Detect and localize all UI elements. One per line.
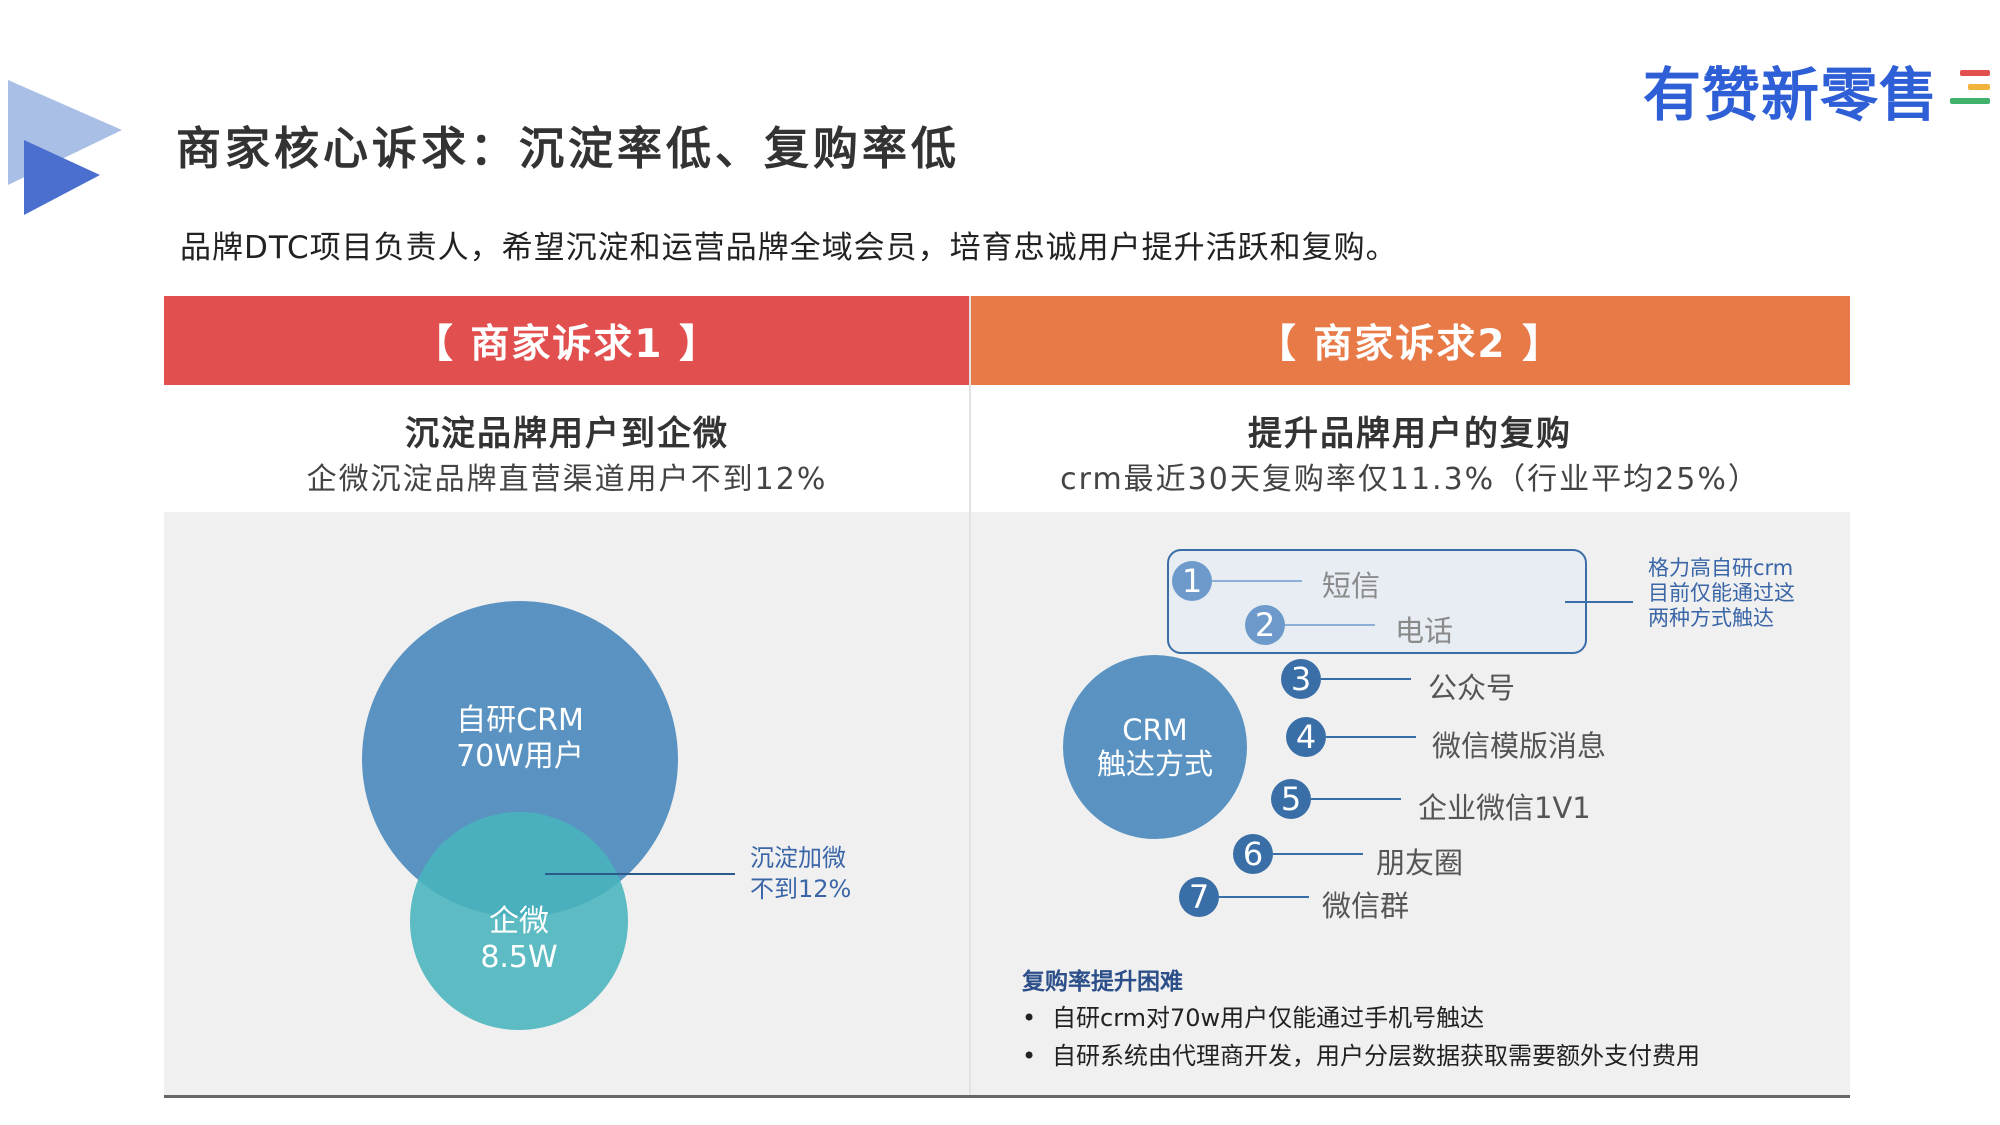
channel-number: 4 [1286, 717, 1326, 757]
demand-2-description: crm最近30天复购率仅11.3%（行业平均25%） [1060, 462, 1760, 497]
channel-label-phone: 电话 [1395, 614, 1454, 648]
channel-connector [1212, 580, 1302, 582]
channel-label-wechat-group: 微信群 [1322, 889, 1410, 923]
channel-connector [1321, 678, 1411, 680]
channel-number: 7 [1179, 877, 1219, 917]
group-box-callout-note: 格力高自研crm 目前仅能通过这 两种方式触达 [1648, 556, 1795, 630]
channel-number: 2 [1245, 605, 1285, 645]
sms-phone-group-box [1167, 549, 1587, 654]
demand-2-header: 【 商家诉求2 】 [970, 296, 1850, 385]
difficulty-item: 自研crm对70w用户仅能通过手机号触达 [1022, 998, 1484, 1033]
difficulty-item: 自研系统由代理商开发，用户分层数据获取需要额外支付费用 [1022, 1036, 1700, 1071]
venn-callout-line [545, 873, 735, 875]
page-subtitle: 品牌DTC项目负责人，希望沉淀和运营品牌全域会员，培育忠诚用户提升活跃和复购。 [180, 230, 1398, 266]
wecom-circle-label: 企微 [489, 904, 549, 939]
column-divider [969, 296, 971, 1096]
crm-circle-label: 自研CRM [456, 703, 584, 738]
wecom-users-circle: 企微 8.5W [410, 812, 628, 1030]
demand-1-title: 沉淀品牌用户到企微 [405, 414, 729, 454]
bottom-rule [164, 1095, 1850, 1098]
channel-number: 1 [1172, 561, 1212, 601]
crm-circle-count: 70W用户 [456, 739, 584, 774]
demand-1-header: 【 商家诉求1 】 [164, 296, 970, 385]
venn-callout-note: 沉淀加微 不到12% [750, 844, 852, 903]
wecom-circle-count: 8.5W [480, 940, 558, 975]
group-box-callout-line [1565, 601, 1633, 603]
channel-label-wecom-1v1: 企业微信1V1 [1418, 791, 1591, 825]
channel-label-moments: 朋友圈 [1376, 846, 1464, 880]
page-title: 商家核心诉求：沉淀率低、复购率低 [176, 122, 961, 175]
channel-connector [1285, 624, 1375, 626]
crm-touchpoints-circle: CRM 触达方式 [1063, 655, 1247, 839]
channel-label-official-account: 公众号 [1428, 671, 1516, 705]
channel-connector [1219, 896, 1309, 898]
channel-number: 5 [1271, 779, 1311, 819]
channel-connector [1273, 853, 1363, 855]
channel-label-sms: 短信 [1322, 569, 1381, 603]
channel-number: 6 [1233, 834, 1273, 874]
demand-1-description: 企微沉淀品牌直营渠道用户不到12% [306, 462, 828, 497]
brand-logo: 有赞新零售 [1642, 61, 1938, 129]
channel-connector [1311, 798, 1401, 800]
difficulty-title: 复购率提升困难 [1022, 969, 1183, 995]
channel-connector [1326, 736, 1416, 738]
play-triangles-decoration [8, 80, 122, 215]
channel-label-template-message: 微信模版消息 [1432, 729, 1607, 763]
demand-2-title: 提升品牌用户的复购 [1248, 414, 1572, 454]
brand-logo-bars [1946, 64, 1990, 112]
channel-number: 3 [1281, 659, 1321, 699]
